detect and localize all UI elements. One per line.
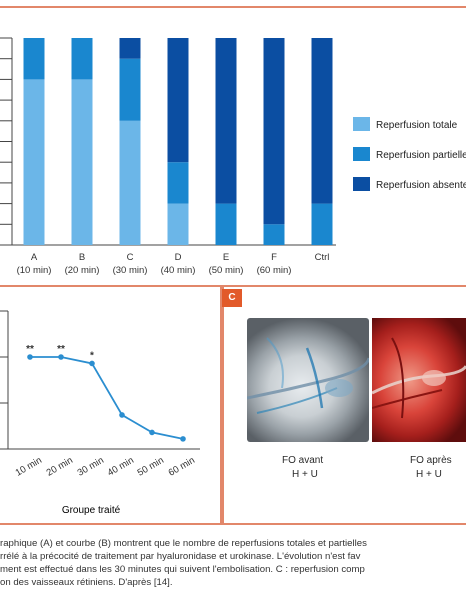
bar-segment xyxy=(71,38,93,80)
bar-segment xyxy=(119,120,141,245)
bar-segment xyxy=(263,224,285,245)
bar-segment xyxy=(311,38,333,204)
fundus-photo-before xyxy=(247,318,369,442)
bar-segment xyxy=(263,38,285,225)
photo-before-label: FO avant xyxy=(282,455,324,466)
x-tick-label: 10 min xyxy=(14,455,44,479)
panel-c-badge: C xyxy=(222,289,242,307)
x-tick-label: D xyxy=(175,252,182,263)
bar-segment xyxy=(215,38,237,204)
caption-line: rrélé à la précocité de traitement par h… xyxy=(0,551,361,562)
bar-segment xyxy=(23,38,45,80)
legend-swatch xyxy=(353,147,370,161)
bar-segment xyxy=(167,203,189,245)
data-point xyxy=(180,436,186,442)
legend-swatch xyxy=(353,117,370,131)
x-tick-label: B xyxy=(79,252,85,263)
data-point xyxy=(27,354,33,360)
bar-segment xyxy=(167,162,189,204)
x-tick-label: 50 min xyxy=(136,455,166,479)
x-tick-sublabel: (10 min) xyxy=(17,265,52,276)
caption-line: on des vaisseaux rétiniens. D'après [14]… xyxy=(0,577,173,588)
x-tick-label: E xyxy=(223,252,229,263)
series-line xyxy=(30,356,184,440)
legend-label: Reperfusion absente xyxy=(376,180,466,191)
line-chart: ** 10 min ** 20 min * 30 min 40 min 50 min 60 mi… xyxy=(0,310,200,516)
x-tick-sublabel: (20 min) xyxy=(65,265,100,276)
photo-before-sublabel: H + U xyxy=(292,469,318,480)
x-tick-label: F xyxy=(271,252,277,263)
figure-caption: raphique (A) et courbe (B) montrent que … xyxy=(0,537,466,589)
x-tick-sublabel: (40 min) xyxy=(161,265,196,276)
bar-segment xyxy=(311,203,333,245)
significance-marker: ** xyxy=(26,344,34,355)
x-axis-title: Groupe traité xyxy=(62,505,121,516)
caption-line: ment est effectué dans les 30 minutes qu… xyxy=(0,564,365,575)
x-tick-sublabel: (50 min) xyxy=(209,265,244,276)
x-tick-label: 30 min xyxy=(76,455,106,479)
data-point xyxy=(119,412,125,418)
legend-label: Reperfusion totale xyxy=(376,120,458,131)
x-tick-label: A xyxy=(31,252,38,263)
panel-c-frame xyxy=(222,285,466,525)
x-tick-sublabel: (30 min) xyxy=(113,265,148,276)
bar-segment xyxy=(119,58,141,121)
photo-after-sublabel: H + U xyxy=(416,469,442,480)
bar-segment xyxy=(23,79,45,246)
fundus-photo-after xyxy=(372,318,466,442)
bar-segment xyxy=(167,38,189,163)
x-tick-label: C xyxy=(127,252,134,263)
significance-marker: ** xyxy=(57,344,65,355)
x-tick-label: Ctrl xyxy=(315,252,330,263)
panel-b-frame xyxy=(0,285,222,525)
legend-swatch xyxy=(353,177,370,191)
data-point xyxy=(149,429,155,436)
data-point xyxy=(58,354,64,360)
legend-label: Reperfusion partielle xyxy=(376,150,466,161)
significance-marker: * xyxy=(90,350,94,361)
x-tick-label: 40 min xyxy=(106,455,136,479)
photo-after-label: FO après xyxy=(410,455,452,466)
x-tick-sublabel: (60 min) xyxy=(257,265,292,276)
data-point xyxy=(89,360,95,367)
bar-segment xyxy=(71,79,93,246)
bar-segment xyxy=(119,38,141,59)
stacked-bar-chart: A (10 min) B (20 min) C (30 min) D (40 min) E (50… xyxy=(0,37,466,276)
panel-a-frame xyxy=(0,6,466,8)
x-tick-label: 20 min xyxy=(45,455,75,479)
caption-line: raphique (A) et courbe (B) montrent que … xyxy=(0,538,367,549)
x-tick-label: 60 min xyxy=(167,455,197,479)
bar-segment xyxy=(215,203,237,245)
